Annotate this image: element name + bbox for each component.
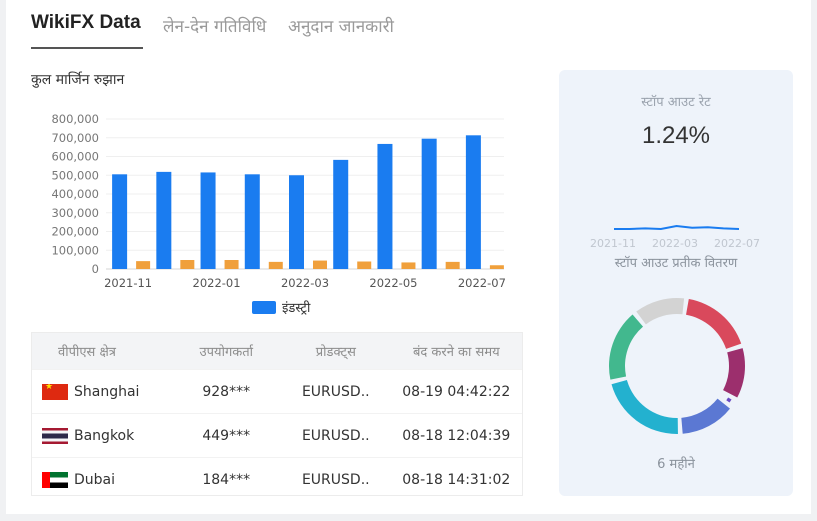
donut-segment — [686, 299, 742, 349]
spark-axis-label: 2022-03 — [652, 237, 698, 250]
table-row[interactable]: Bangkok 449*** EURUSD.. 08-18 12:04:39 — [32, 413, 522, 457]
active-tab-indicator — [31, 47, 143, 49]
bar-industry — [421, 138, 437, 269]
donut-segment — [611, 379, 678, 434]
y-tick-label: 200,000 — [51, 225, 99, 239]
y-tick-label: 300,000 — [51, 206, 99, 220]
bar-secondary — [313, 260, 327, 269]
table-header: वीपीएस क्षेत्र उपयोगकर्ता प्रोडक्ट्स बंद… — [32, 333, 522, 369]
bar-industry — [377, 143, 393, 269]
legend-label: इंडस्ट्री — [282, 301, 311, 316]
bar-secondary — [180, 260, 195, 269]
header-products: प्रोडक्ट्स — [315, 345, 356, 360]
y-tick-label: 0 — [92, 262, 99, 276]
y-tick-label: 500,000 — [51, 168, 99, 182]
user-id: 184*** — [202, 471, 251, 488]
table-row[interactable]: Shanghai 928*** EURUSD.. 08-19 04:42:22 — [32, 369, 522, 413]
donut-segment — [723, 348, 745, 398]
wikifx-data-card: WikiFX Data लेन-देन गतिविधि अनुदान जानका… — [6, 0, 811, 514]
bar-industry — [112, 174, 128, 269]
bar-industry — [465, 135, 481, 269]
uae-flag-icon — [42, 471, 68, 488]
y-tick-label: 600,000 — [51, 150, 99, 164]
user-id: 928*** — [202, 383, 251, 400]
bar-secondary — [357, 261, 372, 269]
spark-axis-label: 2021-11 — [590, 237, 636, 250]
header-vps-region: वीपीएस क्षेत्र — [58, 345, 116, 360]
y-tick-label: 400,000 — [51, 187, 99, 201]
x-tick-label: 2022-07 — [458, 276, 506, 290]
x-tick-label: 2022-01 — [193, 276, 241, 290]
period-label: 6 महीने — [657, 457, 695, 472]
y-tick-label: 800,000 — [51, 112, 99, 126]
y-tick-label: 100,000 — [51, 243, 99, 257]
product-name: EURUSD.. — [301, 471, 370, 488]
margin-trend-chart: 0 100,000 200,000 300,000 400,000 500,000 600,… — [51, 112, 506, 290]
table-row[interactable]: Dubai 184*** EURUSD.. 08-18 14:31:02 — [32, 457, 522, 501]
bar-secondary — [445, 261, 460, 269]
stopout-sparkline-path — [614, 224, 740, 231]
bar-industry — [200, 172, 216, 269]
tab-grant-information[interactable]: अनुदान जानकारी — [288, 17, 394, 37]
region-name: Dubai — [74, 471, 116, 488]
product-name: EURUSD.. — [301, 427, 370, 444]
close-time: 08-18 12:04:39 — [402, 427, 511, 444]
y-tick-label: 700,000 — [51, 131, 99, 145]
donut-segment — [609, 314, 644, 380]
user-id: 449*** — [202, 427, 251, 444]
bar-industry — [156, 171, 172, 269]
margin-trend-title: कुल मार्जिन रुझान — [31, 72, 125, 88]
symbol-distribution-title: स्टॉप आउट प्रतीक वितरण — [614, 256, 738, 271]
close-time: 08-19 04:42:22 — [402, 383, 511, 400]
close-time: 08-18 14:31:02 — [402, 471, 511, 488]
bar-secondary — [401, 262, 416, 269]
header-close-time: बंद करने का समय — [412, 345, 500, 360]
stopout-rate-value: 1.24% — [641, 122, 711, 149]
thailand-flag-icon — [42, 427, 68, 444]
header-user: उपयोगकर्ता — [199, 345, 254, 360]
stopout-sparkline — [614, 224, 740, 231]
bar-secondary — [268, 261, 283, 269]
bar-industry — [289, 175, 304, 269]
stopout-rate-title: स्टॉप आउट रेट — [641, 95, 711, 110]
bar-secondary — [489, 265, 504, 269]
symbol-distribution-donut — [609, 298, 745, 434]
x-tick-label: 2021-11 — [104, 276, 152, 290]
bar-industry — [333, 159, 349, 269]
tab-transaction-activity[interactable]: लेन-देन गतिविधि — [163, 17, 267, 37]
bar-secondary — [224, 260, 239, 269]
spark-axis-label: 2022-07 — [714, 237, 760, 250]
chart-legend[interactable]: इंडस्ट्री — [252, 298, 310, 316]
tab-wikifx-data[interactable]: WikiFX Data — [31, 12, 141, 33]
region-name: Bangkok — [74, 427, 135, 444]
donut-segment — [636, 298, 685, 325]
china-flag-icon — [42, 383, 68, 400]
x-tick-label: 2022-03 — [281, 276, 329, 290]
donut-segment — [681, 398, 730, 434]
stopout-panel: स्टॉप आउट रेट 1.24% 2021-11 2022-03 2022… — [559, 70, 793, 496]
bar-industry — [244, 174, 260, 269]
legend-swatch — [252, 300, 276, 314]
x-tick-label: 2022-05 — [369, 276, 417, 290]
region-name: Shanghai — [74, 383, 140, 400]
bar-secondary — [136, 261, 151, 269]
product-name: EURUSD.. — [301, 383, 370, 400]
vps-trades-table: वीपीएस क्षेत्र उपयोगकर्ता प्रोडक्ट्स बंद… — [31, 332, 523, 496]
donut-segment — [726, 397, 732, 403]
